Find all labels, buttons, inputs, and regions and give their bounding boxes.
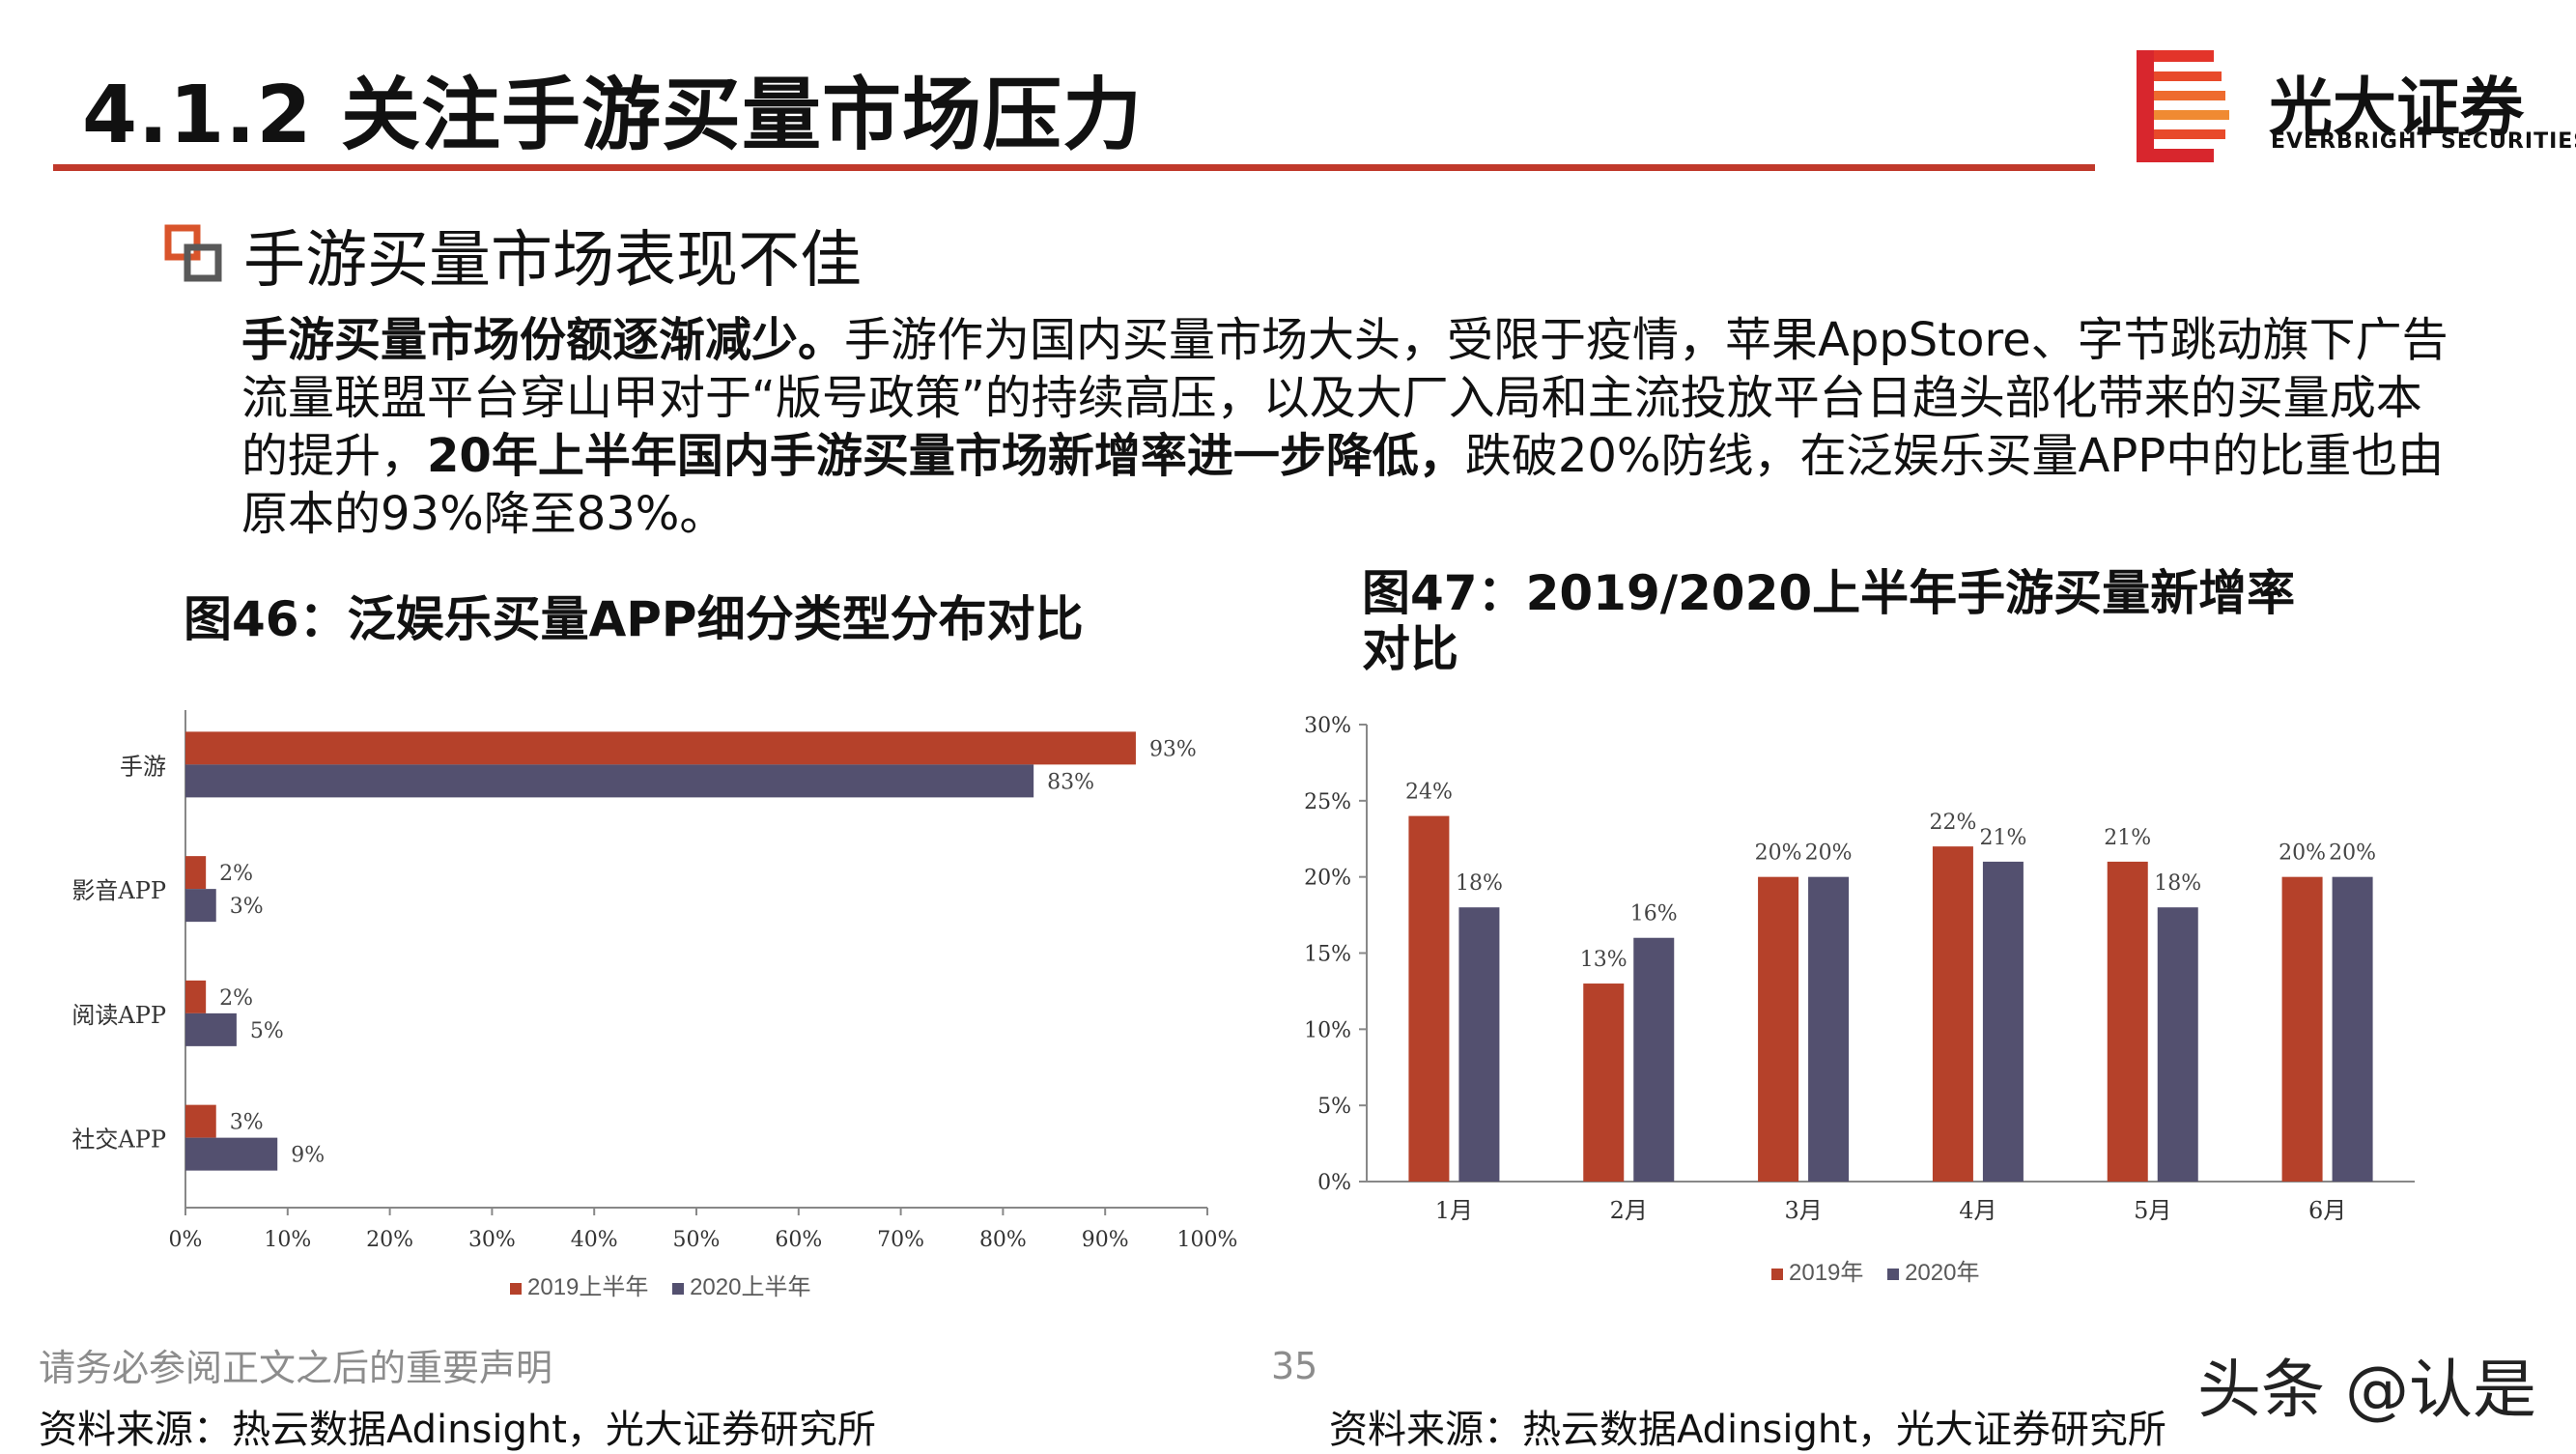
x-tick-label: 30%: [468, 1228, 516, 1252]
chart-47-vertical-bar: 0% 5% 10% 15% 20% 25% 30% 1月 24% 18% 2月 13%16% 3月 20%…: [1304, 714, 2415, 1224]
legend-swatch-2019: [510, 1282, 522, 1295]
section-bullet-icon: [164, 224, 222, 282]
bar-data-label: 9%: [291, 1144, 325, 1168]
x-tick-label: 80%: [979, 1228, 1027, 1252]
x-category-label: 1月: [1435, 1197, 1473, 1224]
x-tick-label: 20%: [366, 1228, 413, 1252]
para-text-2: 跌破20%防线，在泛娱乐买量APP中的比重也由原本的93%降至83%。: [241, 429, 2445, 541]
bar-data-label: 20%: [2329, 841, 2376, 866]
y-tick-label: 0%: [1317, 1171, 1351, 1195]
bar-data-label: 2%: [219, 862, 253, 886]
x-tick-label: 60%: [775, 1228, 822, 1252]
bar-2020: [185, 889, 216, 923]
bar-data-label: 20%: [1755, 841, 1802, 866]
bar-2019: [1408, 815, 1450, 1182]
y-category-label: 阅读APP: [71, 1002, 166, 1029]
x-tick-label: 40%: [571, 1228, 618, 1252]
bar-2019: [185, 980, 207, 1013]
bar-2020: [1982, 861, 2024, 1182]
bar-data-label: 93%: [1149, 737, 1197, 761]
legend-swatch-2020: [1887, 1268, 1900, 1280]
y-category-label: 手游: [120, 753, 166, 780]
bar-data-label: 20%: [1805, 841, 1853, 866]
legend-label-2019: 2019年: [1789, 1260, 1864, 1286]
legend-swatch-2019: [1771, 1268, 1783, 1280]
bar-data-label: 22%: [1929, 811, 1976, 835]
bar-2019: [1758, 876, 1799, 1182]
body-paragraph: 手游买量市场份额逐渐减少。手游作为国内买量市场大头，受限于疫情，苹果AppSto…: [241, 311, 2453, 543]
chart-46-horizontal-bar: 0% 10% 20% 30% 40% 50% 60% 70% 80% 90% 100% 手游 93% 83…: [71, 710, 1238, 1252]
bar-data-label: 21%: [1979, 826, 2026, 850]
bar-2020: [185, 764, 1034, 798]
bar-data-label: 83%: [1047, 770, 1094, 794]
bar-2019: [1583, 984, 1625, 1182]
bar-2020: [185, 1137, 278, 1171]
y-category-label: 社交APP: [71, 1126, 166, 1154]
x-category-label: 4月: [1959, 1197, 1996, 1224]
x-category-label: 2月: [1610, 1197, 1648, 1224]
bar-2019: [2107, 861, 2148, 1182]
bar-2020: [1458, 907, 1500, 1182]
figure-46-title: 图46：泛娱乐买量APP细分类型分布对比: [184, 591, 1084, 647]
legend-swatch-2020: [672, 1282, 685, 1295]
legend-label-2019: 2019上半年: [527, 1274, 649, 1300]
section-heading: 手游买量市场表现不佳: [243, 225, 862, 297]
para-bold-2: 20年上半年国内手游买量市场新增率进一步降低，: [427, 429, 1465, 483]
bar-2019: [185, 856, 207, 890]
page-number: 35: [1271, 1345, 1318, 1387]
y-tick-label: 20%: [1304, 867, 1351, 891]
source-note-right: 资料来源：热云数据Adinsight，光大证券研究所: [1329, 1408, 2166, 1452]
bar-data-label: 13%: [1580, 948, 1628, 972]
chart-47-legend: 2019年 2020年: [1771, 1253, 1979, 1287]
figure-47-title: 图47：2019/2020上半年手游买量新增率对比: [1362, 565, 2296, 677]
bar-2019: [185, 1104, 216, 1138]
x-tick-label: 50%: [673, 1228, 721, 1252]
bar-data-label: 16%: [1630, 902, 1678, 927]
bar-data-label: 24%: [1405, 781, 1453, 805]
x-category-label: 5月: [2134, 1197, 2171, 1224]
page-title: 4.1.2 关注手游买量市场压力: [82, 70, 1144, 161]
bar-2020: [1633, 937, 1675, 1182]
bar-2020: [2332, 876, 2373, 1182]
everbright-logo-icon: [2137, 50, 2229, 162]
bar-data-label: 20%: [2279, 841, 2326, 866]
disclaimer: 请务必参阅正文之后的重要声明: [39, 1347, 553, 1389]
title-divider: [53, 164, 2095, 171]
y-tick-label: 10%: [1304, 1018, 1351, 1042]
y-tick-label: 5%: [1317, 1095, 1351, 1119]
bar-data-label: 3%: [230, 1111, 264, 1135]
x-tick-label: 0%: [169, 1228, 203, 1252]
bar-2020: [2157, 907, 2198, 1182]
chart-46-legend: 2019上半年 2020上半年: [510, 1268, 810, 1301]
y-tick-label: 25%: [1304, 790, 1351, 814]
bar-data-label: 21%: [2104, 826, 2151, 850]
bar-data-label: 18%: [1456, 871, 1503, 896]
x-tick-label: 100%: [1177, 1228, 1238, 1252]
legend-label-2020: 2020年: [1905, 1260, 1980, 1286]
y-tick-label: 15%: [1304, 943, 1351, 967]
bar-2019: [2281, 876, 2323, 1182]
x-tick-label: 90%: [1082, 1228, 1129, 1252]
bar-data-label: 3%: [230, 895, 264, 919]
x-category-label: 3月: [1784, 1197, 1822, 1224]
bar-2020: [1808, 876, 1850, 1182]
watermark: 头条 @认是: [2197, 1353, 2536, 1427]
y-tick-label: 30%: [1304, 714, 1351, 738]
para-bold-1: 手游买量市场份额逐渐减少。: [241, 313, 845, 367]
x-category-label: 6月: [2308, 1197, 2346, 1224]
source-note-left: 资料来源：热云数据Adinsight，光大证券研究所: [39, 1408, 876, 1452]
logo-name: 光大证券: [2269, 71, 2524, 145]
bar-data-label: 18%: [2154, 871, 2201, 896]
legend-label-2020: 2020上半年: [690, 1274, 811, 1300]
logo-subtitle: EVERBRIGHT SECURITIES: [2271, 129, 2576, 154]
para-text-1: 手游作为国内买量市场大头，受限于疫情，苹果AppStore、字节跳动旗下广告流量…: [241, 313, 2449, 483]
bar-data-label: 2%: [219, 986, 253, 1011]
bar-2020: [185, 1012, 237, 1046]
bar-2019: [1932, 846, 1973, 1182]
x-tick-label: 70%: [877, 1228, 924, 1252]
bar-2019: [185, 731, 1136, 765]
bar-data-label: 5%: [250, 1019, 284, 1043]
y-category-label: 影音APP: [71, 877, 166, 904]
x-tick-label: 10%: [264, 1228, 311, 1252]
